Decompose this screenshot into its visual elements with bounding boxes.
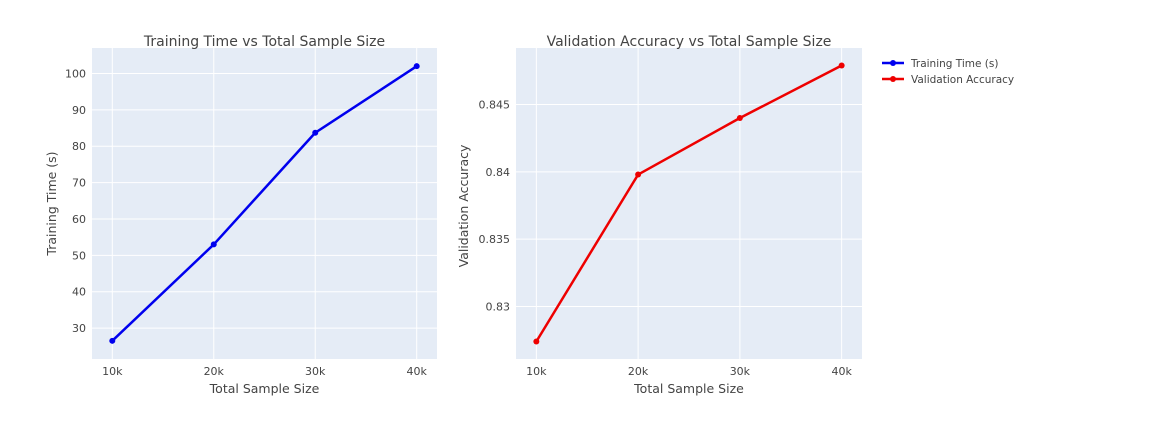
- chart-title-validation-accuracy: Validation Accuracy vs Total Sample Size: [547, 34, 832, 50]
- series-training-time: [109, 63, 420, 344]
- x-tick-label: 30k: [730, 365, 751, 378]
- y-tick-label: 0.83: [486, 300, 511, 313]
- data-point-validation-accuracy[interactable]: [533, 338, 540, 345]
- x-axis-title-training-time: Total Sample Size: [209, 381, 320, 396]
- data-point-training-time[interactable]: [413, 63, 420, 70]
- legend-item[interactable]: Training Time (s): [882, 58, 998, 70]
- y-ticks-validation-accuracy: 0.83 0.835 0.84 0.845: [479, 99, 511, 314]
- series-line-validation-accuracy: [535, 64, 843, 343]
- x-ticks-validation-accuracy: 10k 20k 30k 40k: [526, 365, 852, 378]
- y-tick-label: 60: [72, 213, 86, 226]
- series-line-training-time: [111, 65, 418, 342]
- legend: Training Time (s) Validation Accuracy: [882, 58, 1014, 86]
- plot-area-validation-accuracy: [516, 48, 862, 359]
- data-point-training-time[interactable]: [210, 241, 217, 248]
- grid-validation-accuracy: [516, 48, 862, 359]
- data-point-validation-accuracy[interactable]: [838, 62, 845, 69]
- data-point-training-time[interactable]: [312, 129, 319, 136]
- y-tick-label: 90: [72, 104, 86, 117]
- grid-training-time: [92, 48, 437, 359]
- legend-marker: [890, 60, 896, 66]
- x-tick-label: 30k: [305, 365, 326, 378]
- x-tick-label: 10k: [102, 365, 123, 378]
- chart-panel-validation-accuracy: 10k 20k 30k 40k 0.83 0.835 0.84 0.845 Validati…: [456, 34, 862, 396]
- y-tick-label: 0.835: [479, 233, 511, 246]
- legend-marker: [890, 76, 896, 82]
- y-tick-label: 40: [72, 286, 86, 299]
- x-tick-label: 20k: [204, 365, 225, 378]
- x-axis-title-validation-accuracy: Total Sample Size: [633, 381, 744, 396]
- y-tick-label: 80: [72, 140, 86, 153]
- series-validation-accuracy: [533, 62, 845, 345]
- y-axis-title-training-time: Training Time (s): [44, 151, 59, 256]
- x-ticks-training-time: 10k 20k 30k 40k: [102, 365, 427, 378]
- legend-label: Training Time (s): [910, 58, 998, 70]
- chart-title-training-time: Training Time vs Total Sample Size: [143, 34, 385, 50]
- y-tick-label: 70: [72, 177, 86, 190]
- y-tick-label: 30: [72, 322, 86, 335]
- y-tick-label: 100: [65, 67, 86, 80]
- chart-panel-training-time: 10k 20k 30k 40k 30 40 50 60 70 80 90 100 Training …: [44, 34, 437, 396]
- y-tick-label: 0.845: [479, 99, 511, 112]
- legend-label: Validation Accuracy: [911, 74, 1014, 86]
- y-ticks-training-time: 30 40 50 60 70 80 90 100: [65, 67, 86, 335]
- x-tick-label: 40k: [831, 365, 852, 378]
- x-tick-label: 10k: [526, 365, 547, 378]
- data-point-training-time[interactable]: [109, 337, 116, 344]
- x-tick-label: 20k: [628, 365, 649, 378]
- y-tick-label: 0.84: [486, 166, 511, 179]
- x-tick-label: 40k: [407, 365, 428, 378]
- data-point-validation-accuracy[interactable]: [635, 171, 642, 178]
- legend-item[interactable]: Validation Accuracy: [882, 74, 1014, 86]
- y-tick-label: 50: [72, 249, 86, 262]
- data-point-validation-accuracy[interactable]: [736, 115, 743, 122]
- y-axis-title-validation-accuracy: Validation Accuracy: [456, 144, 471, 267]
